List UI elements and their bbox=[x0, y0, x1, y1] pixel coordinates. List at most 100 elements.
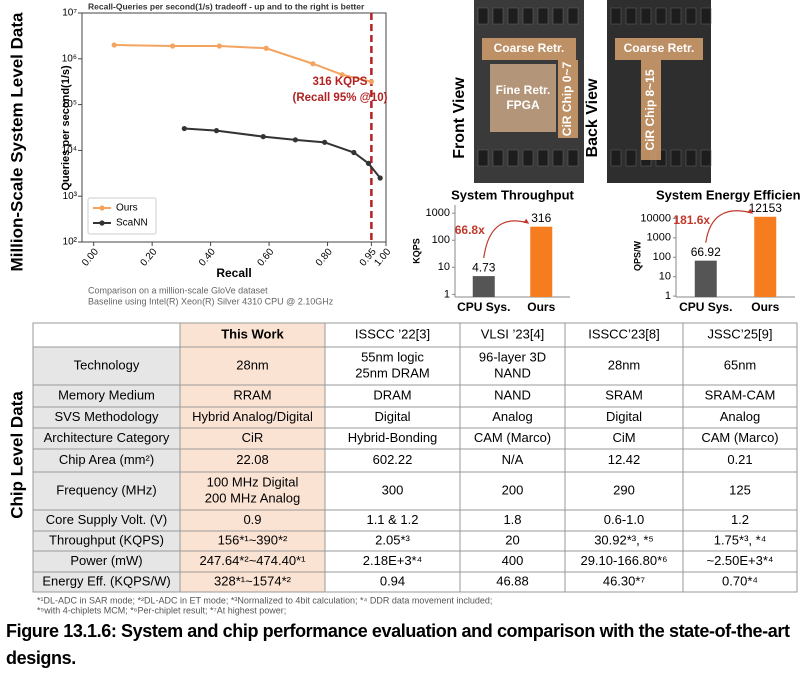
table-cell-text: 200 MHz Analog bbox=[205, 490, 300, 505]
overlay-label: Fine Retr. bbox=[496, 83, 551, 97]
y-tick-label: 10 bbox=[438, 261, 450, 273]
table-cell-text: 200 bbox=[502, 482, 524, 497]
table-cell-text: 55nm logic bbox=[361, 349, 424, 364]
photo-detail bbox=[492, 7, 504, 25]
table-cell-text: 22.08 bbox=[236, 452, 269, 467]
table-cell-text: CiR bbox=[242, 430, 264, 445]
table-cell-text: SRAM-CAM bbox=[705, 387, 776, 402]
photo-detail bbox=[522, 7, 534, 25]
chart-title: System Throughput bbox=[451, 187, 574, 202]
series-line bbox=[184, 127, 381, 179]
table-cell-text: 0.9 bbox=[243, 512, 261, 527]
table-cell bbox=[179, 471, 326, 511]
x-tick-label: 0.20 bbox=[139, 246, 160, 268]
table-cell-text: 156*¹~390*² bbox=[218, 532, 288, 547]
y-tick-label: 10⁶ bbox=[62, 53, 77, 64]
photo-detail bbox=[552, 149, 564, 167]
table-cell-text: Digital bbox=[374, 409, 410, 424]
photo-detail bbox=[477, 7, 489, 25]
table-cell-text: JSSC’25[9] bbox=[707, 326, 772, 341]
y-tick-label: 1 bbox=[444, 288, 450, 300]
table-cell bbox=[459, 471, 566, 511]
trend-arrow bbox=[705, 210, 752, 243]
x-tick-label: Ours bbox=[527, 300, 555, 314]
table-header-cell bbox=[324, 322, 461, 348]
table-cell-text: Analog bbox=[720, 409, 760, 424]
footnote: *¹DL-ADC in SAR mode; *²DL-ADC in ET mod… bbox=[37, 595, 492, 605]
x-tick-label: 0.40 bbox=[197, 246, 218, 268]
table-cell-text: Hybrid-Bonding bbox=[348, 430, 438, 445]
table-cell-text: SVS Methodology bbox=[54, 409, 159, 424]
y-tick-label: 10⁷ bbox=[62, 8, 77, 19]
y-tick-label: 10000 bbox=[640, 212, 671, 224]
x-tick-label: 0.60 bbox=[255, 246, 276, 268]
table-cell-text: VLSI ’23[4] bbox=[481, 326, 545, 341]
table-header-cell bbox=[682, 322, 798, 348]
table-cell-text: ~2.50E+3*⁴ bbox=[706, 553, 773, 568]
series-point bbox=[322, 139, 328, 145]
value-label: 316 bbox=[531, 211, 551, 225]
overlay-box bbox=[490, 64, 556, 132]
overlay-box bbox=[641, 60, 661, 160]
photo-detail bbox=[640, 7, 652, 25]
table-cell-text: 20 bbox=[505, 532, 519, 547]
table-cell-text: 96-layer 3D bbox=[479, 349, 546, 364]
series-point bbox=[181, 125, 187, 132]
photo-detail bbox=[492, 149, 504, 167]
chart-note: Comparison on a million-scale GloVe data… bbox=[88, 285, 268, 295]
overlay-box bbox=[615, 38, 703, 60]
series-point bbox=[111, 42, 117, 48]
table-cell-text: 46.30*⁷ bbox=[603, 573, 646, 588]
photo-detail bbox=[567, 7, 579, 25]
y-tick-label: 100 bbox=[653, 251, 671, 263]
series-point bbox=[310, 61, 316, 67]
series-point bbox=[292, 137, 298, 143]
y-tick-label: 1 bbox=[665, 290, 671, 302]
footnote: *⁵with 4-chiplets MCM; *⁶Per-chiplet res… bbox=[37, 605, 286, 615]
caption: Figure 13.1.6: System and chip performan… bbox=[6, 621, 790, 668]
annotation: 316 KQPS bbox=[313, 76, 368, 88]
table-header-cell bbox=[459, 322, 566, 348]
y-tick-label: 10⁵ bbox=[62, 99, 77, 110]
series-point bbox=[368, 79, 374, 85]
table-cell-text: 602.22 bbox=[373, 452, 413, 467]
series-point bbox=[170, 43, 176, 49]
table-cell-text: NAND bbox=[494, 365, 531, 380]
table-cell-text: 29.10-166.80*⁶ bbox=[580, 553, 667, 568]
table-cell-text: 300 bbox=[382, 482, 404, 497]
chart-note: Baseline using Intel(R) Xeon(R) Silver 4… bbox=[88, 296, 334, 306]
annotation: (Recall 95% @10) bbox=[293, 92, 388, 104]
photo-detail bbox=[522, 149, 534, 167]
table-cell-text: Hybrid Analog/Digital bbox=[192, 409, 313, 424]
photo-detail bbox=[625, 7, 637, 25]
table-cell-text: 1.1 & 1.2 bbox=[366, 512, 418, 527]
series-point bbox=[260, 134, 266, 140]
photo-detail bbox=[507, 7, 519, 25]
series-point bbox=[263, 45, 269, 51]
photo-detail bbox=[625, 149, 637, 167]
series-point bbox=[213, 128, 220, 134]
bar bbox=[472, 276, 495, 297]
table-cell-text: Energy Eff. (KQPS/W) bbox=[42, 573, 170, 588]
table-header-cell bbox=[179, 322, 326, 348]
table-cell-text: Power (mW) bbox=[70, 553, 142, 568]
table-cell-text: 125 bbox=[729, 482, 751, 497]
table-cell-text: SRAM bbox=[605, 387, 643, 402]
table-cell-text: CiM bbox=[612, 430, 635, 445]
photo-view-label: Back View bbox=[584, 78, 601, 157]
table-cell bbox=[682, 471, 798, 511]
photo-detail bbox=[700, 149, 712, 167]
table-cell-text: Throughput (KQPS) bbox=[49, 532, 164, 547]
x-tick-label: 0.80 bbox=[314, 246, 335, 268]
table-cell bbox=[324, 346, 461, 386]
table-cell-text: RRAM bbox=[233, 387, 271, 402]
series-point bbox=[377, 175, 383, 181]
photo-detail bbox=[655, 7, 667, 25]
table-cell-text: Analog bbox=[492, 409, 532, 424]
arrow-head bbox=[747, 208, 754, 214]
table-cell-text: Digital bbox=[606, 409, 642, 424]
table-cell-text: 1.8 bbox=[503, 512, 521, 527]
photo-detail bbox=[552, 7, 564, 25]
y-tick-label: 10² bbox=[63, 237, 78, 248]
table-cell-text: This Work bbox=[221, 326, 284, 341]
